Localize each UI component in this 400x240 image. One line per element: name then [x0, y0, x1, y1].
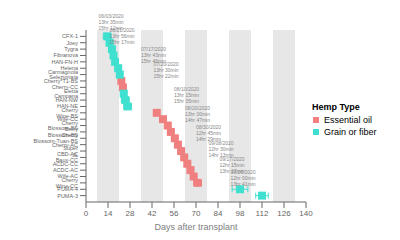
svg-text:PUMA-3: PUMA-3 — [57, 193, 78, 199]
svg-text:Joey: Joey — [66, 40, 78, 46]
svg-text:84: 84 — [214, 209, 223, 218]
svg-text:140: 140 — [299, 209, 313, 218]
svg-text:CFX-1: CFX-1 — [62, 33, 78, 39]
svg-text:08/20/202013hr 00min14hr 47min: 08/20/202013hr 00min14hr 47min — [185, 105, 210, 123]
svg-text:ACDC-CC: ACDC-CC — [53, 161, 78, 167]
svg-text:14: 14 — [104, 209, 113, 218]
svg-text:Fibranova: Fibranova — [54, 52, 79, 58]
svg-text:ACDC-AC: ACDC-AC — [53, 167, 78, 173]
svg-text:70: 70 — [192, 209, 201, 218]
svg-text:06/21/202013hr 56min15hr 17min: 06/21/202013hr 56min15hr 17min — [110, 27, 135, 45]
svg-text:09/26/202012hr 00min13hr 41min: 09/26/202012hr 00min13hr 41min — [231, 169, 256, 187]
svg-text:42: 42 — [148, 209, 157, 218]
svg-text:Tygra: Tygra — [64, 46, 79, 52]
svg-text:98: 98 — [236, 209, 245, 218]
svg-text:Days after transplant: Days after transplant — [154, 222, 238, 232]
svg-text:112: 112 — [256, 209, 269, 218]
svg-text:CherryBlossom-BS: CherryBlossom-BS — [48, 120, 79, 132]
svg-text:126: 126 — [277, 209, 291, 218]
svg-text:28: 28 — [126, 209, 135, 218]
svg-text:07/20/202013hr 30min15hr 22min: 07/20/202013hr 30min15hr 22min — [154, 61, 179, 79]
svg-text:56: 56 — [170, 209, 179, 218]
svg-text:08/10/202013hr 15min15hr 05min: 08/10/202013hr 15min15hr 05min — [174, 86, 199, 104]
svg-text:BerryBlossom-BS: BerryBlossom-BS — [48, 126, 79, 138]
svg-text:HAN-NW: HAN-NW — [55, 97, 78, 103]
svg-text:0: 0 — [84, 209, 89, 218]
svg-text:HAN-FN-H: HAN-FN-H — [51, 59, 78, 65]
svg-text:SuperCBD-AC: SuperCBD-AC — [57, 145, 78, 157]
svg-text:PUMA-4: PUMA-4 — [57, 186, 78, 192]
svg-text:Cherry*T1-BS: Cherry*T1-BS — [44, 78, 79, 84]
